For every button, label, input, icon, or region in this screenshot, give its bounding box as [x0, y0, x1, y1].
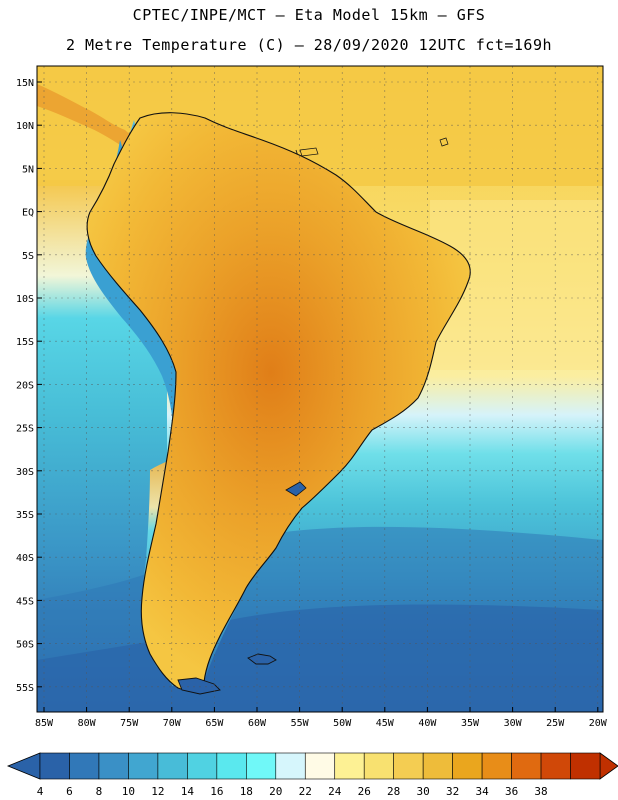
colorbar-label: 8 [96, 785, 103, 798]
lon-tick-label: 35W [461, 718, 480, 729]
lon-tick-label: 65W [205, 718, 224, 729]
lon-tick-label: 80W [78, 718, 97, 729]
map-frame [36, 65, 604, 713]
latitude-axis: 15N 10N 5N EQ 5S 10S 15S 20S 25S 30S 35S 40S 45S 50S 5… [16, 78, 42, 694]
colorbar-swatch [187, 752, 218, 780]
lat-tick-label: 55S [16, 683, 34, 694]
lon-tick-label: 75W [120, 718, 139, 729]
graticule [37, 66, 603, 712]
colorbar-label: 10 [122, 785, 135, 798]
colorbar-label: 32 [446, 785, 459, 798]
colorbar-swatch [98, 752, 129, 780]
lon-tick-label: 85W [35, 718, 54, 729]
longitude-axis: 85W 80W 75W 70W 65W 60W 55W 50W 45W 40W 35W 30W 25W 2… [35, 707, 608, 729]
lat-tick-label: 30S [16, 467, 34, 478]
colorbar-label: 18 [240, 785, 253, 798]
colorbar-label: 26 [358, 785, 371, 798]
lon-tick-label: 50W [333, 718, 352, 729]
colorbar-label: 30 [417, 785, 430, 798]
colorbar-label: 38 [534, 785, 547, 798]
colorbar-swatch [540, 752, 571, 780]
colorbar-swatch [334, 752, 365, 780]
lat-tick-label: 40S [16, 553, 34, 564]
colorbar-swatch [452, 752, 483, 780]
lat-tick-label: 35S [16, 510, 34, 521]
colorbar-low-arrow [6, 752, 41, 780]
colorbar-swatch [216, 752, 247, 780]
lon-tick-label: 55W [291, 718, 310, 729]
colorbar-label: 4 [37, 785, 44, 798]
lon-tick-label: 30W [504, 718, 523, 729]
lat-tick-label: 15S [16, 337, 34, 348]
colorbar-label: 28 [387, 785, 400, 798]
colorbar-label: 16 [210, 785, 223, 798]
colorbar-swatch [422, 752, 453, 780]
lat-tick-label: 25S [16, 424, 34, 435]
temperature-colorbar: 4 6 8 10 12 14 16 18 20 22 24 26 28 30 32 34 36 38 [6, 752, 618, 798]
colorbar-swatch [39, 752, 70, 780]
lon-tick-label: 60W [248, 718, 267, 729]
lat-tick-label: EQ [22, 208, 34, 219]
colorbar-swatch [304, 752, 336, 780]
colorbar-label: 20 [269, 785, 282, 798]
colorbar-label: 36 [505, 785, 518, 798]
colorbar-swatch [157, 752, 188, 780]
lon-tick-label: 45W [376, 718, 395, 729]
colorbar-swatch [69, 752, 100, 780]
colorbar-swatch [246, 752, 277, 780]
colorbar-label: 14 [181, 785, 195, 798]
colorbar-label: 22 [299, 785, 312, 798]
colorbar-swatch [511, 752, 542, 780]
central-america [37, 84, 140, 152]
colorbar-swatch [481, 752, 512, 780]
lon-tick-label: 25W [546, 718, 565, 729]
colorbar-swatch [363, 752, 394, 780]
lon-tick-label: 40W [418, 718, 437, 729]
lon-tick-label: 70W [163, 718, 182, 729]
colorbar-label: 24 [328, 785, 342, 798]
chart-title-line2: 2 Metre Temperature (C) – 28/09/2020 12U… [65, 36, 553, 54]
tierra-del-fuego [177, 677, 221, 695]
lon-tick-label: 20W [589, 718, 608, 729]
chart-title-line1: CPTEC/INPE/MCT – Eta Model 15km – GFS [132, 6, 486, 24]
lat-tick-label: 10N [16, 121, 34, 132]
lat-tick-label: 5N [22, 164, 34, 175]
lat-tick-label: 10S [16, 294, 34, 305]
lat-tick-label: 5S [22, 251, 34, 262]
lat-tick-label: 45S [16, 596, 34, 607]
falkland-islands [247, 653, 277, 665]
lat-tick-label: 20S [16, 380, 34, 391]
colorbar-swatch [275, 752, 306, 780]
colorbar-label: 12 [151, 785, 164, 798]
colorbar-swatch [393, 752, 424, 780]
lat-tick-label: 50S [16, 640, 34, 651]
colorbar-swatch [128, 752, 159, 780]
colorbar-swatch [570, 752, 601, 780]
colorbar-label: 34 [475, 785, 489, 798]
colorbar-high-arrow [599, 752, 618, 780]
colorbar-label: 6 [66, 785, 73, 798]
lat-tick-label: 15N [16, 78, 34, 89]
